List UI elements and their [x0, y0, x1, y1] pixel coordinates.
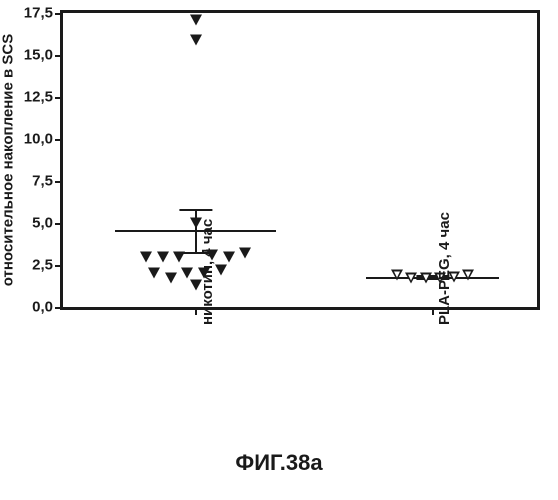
triangle-down-icon	[157, 251, 169, 262]
triangle-down-open-icon	[391, 270, 403, 281]
ytick-label: 12,5	[13, 89, 53, 106]
triangle-down-open-icon	[462, 270, 474, 281]
ytick-mark	[55, 55, 63, 57]
ytick-label: 5,0	[13, 215, 53, 232]
xtick-mark	[432, 307, 434, 315]
ytick-label: 15,0	[13, 47, 53, 64]
triangle-down-icon	[215, 265, 227, 276]
ytick-label: 7,5	[13, 173, 53, 190]
plot-inner: 0,02,55,07,510,012,515,017,5	[63, 13, 537, 307]
triangle-down-icon	[140, 251, 152, 262]
ytick-label: 0,0	[13, 299, 53, 316]
figure-container: относительное накопление в SCS 0,02,55,0…	[0, 0, 558, 500]
triangle-down-icon	[181, 268, 193, 279]
ytick-mark	[55, 181, 63, 183]
error-bar	[195, 210, 197, 254]
xtick-mark	[195, 307, 197, 315]
ytick-label: 10,0	[13, 131, 53, 148]
triangle-down-open-icon	[405, 273, 417, 284]
error-cap	[179, 209, 212, 211]
x-axis-label: PLA-PEG, 4 час	[436, 212, 453, 325]
ytick-mark	[55, 97, 63, 99]
triangle-down-icon	[190, 34, 202, 45]
ytick-label: 17,5	[13, 5, 53, 22]
ytick-mark	[55, 139, 63, 141]
triangle-down-icon	[148, 268, 160, 279]
ytick-label: 2,5	[13, 257, 53, 274]
ytick-mark	[55, 307, 63, 309]
ytick-mark	[55, 223, 63, 225]
ytick-mark	[55, 265, 63, 267]
triangle-down-icon	[190, 14, 202, 25]
x-axis-label: никотин, 4 час	[199, 219, 216, 325]
triangle-down-icon	[173, 251, 185, 262]
triangle-down-icon	[239, 248, 251, 259]
triangle-down-open-icon	[420, 273, 432, 284]
triangle-down-icon	[223, 251, 235, 262]
figure-caption: ФИГ.38a	[0, 450, 558, 476]
plot-area: 0,02,55,07,510,012,515,017,5	[60, 10, 540, 310]
y-axis-label: относительное накопление в SCS	[0, 34, 17, 287]
triangle-down-icon	[165, 273, 177, 284]
ytick-mark	[55, 13, 63, 15]
